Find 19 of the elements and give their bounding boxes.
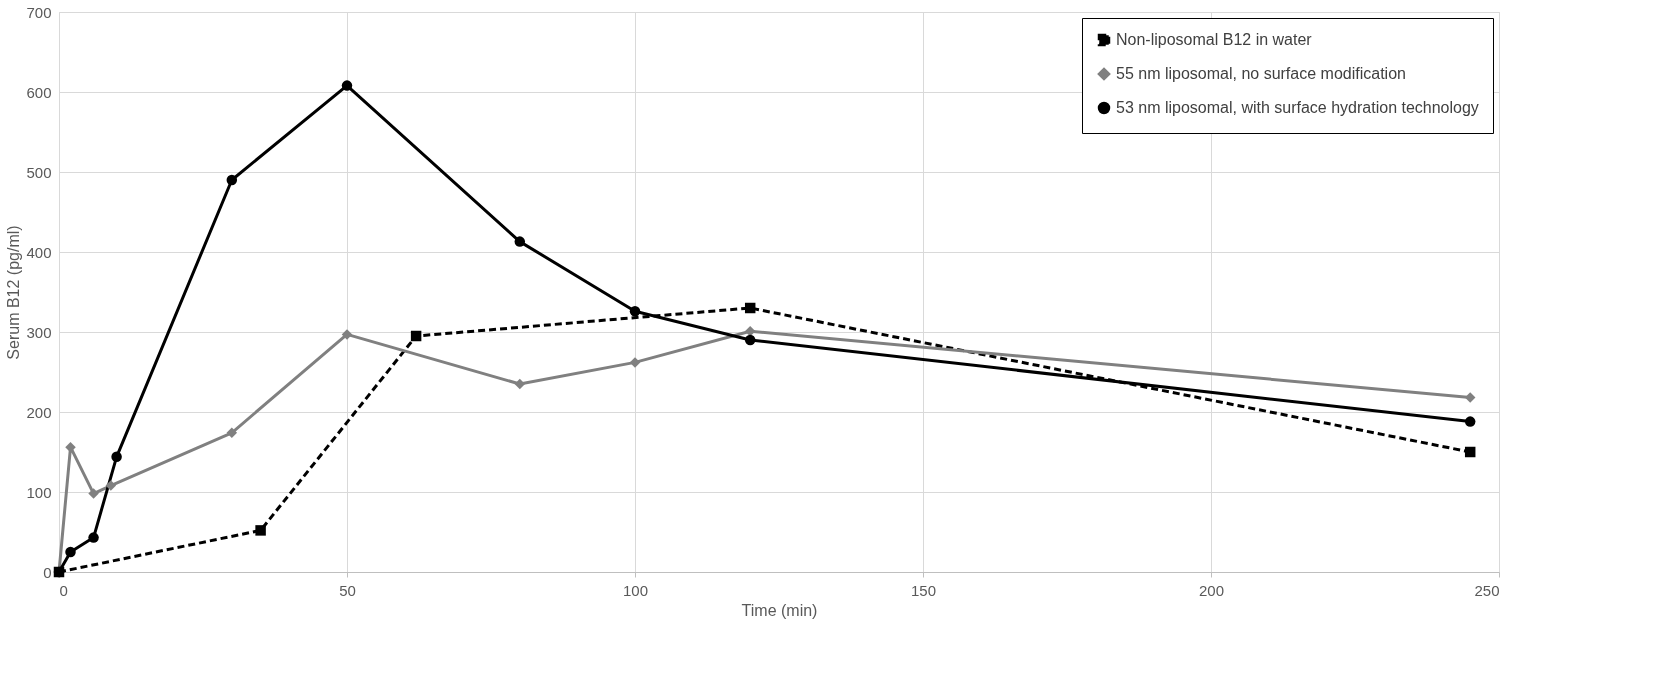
x-axis-title: Time (min) — [741, 601, 818, 619]
legend-label: 55 nm liposomal, no surface modification — [1116, 65, 1406, 82]
legend-label: Non-liposomal B12 in water — [1116, 31, 1313, 48]
y-tick-label: 300 — [26, 323, 52, 341]
x-tick-label: 200 — [1198, 581, 1225, 599]
x-tick-label: 150 — [910, 581, 937, 599]
x-tick-label: 250 — [1474, 581, 1500, 599]
x-tick-label: 50 — [339, 581, 356, 599]
x-tick-label: 0 — [59, 581, 68, 599]
y-tick-label: 200 — [26, 403, 52, 421]
x-tick-label: 100 — [622, 581, 649, 599]
y-tick-label: 400 — [26, 243, 52, 261]
y-tick-label: 500 — [26, 163, 52, 181]
y-tick-label: 600 — [26, 83, 52, 101]
y-tick-label: 100 — [26, 483, 52, 501]
y-tick-label: 700 — [26, 3, 52, 21]
y-tick-label: 0 — [43, 563, 52, 581]
y-axis-title: Serum B12 (pg/ml) — [5, 225, 23, 360]
legend-label: 53 nm liposomal, with surface hydration technology — [1116, 99, 1479, 116]
